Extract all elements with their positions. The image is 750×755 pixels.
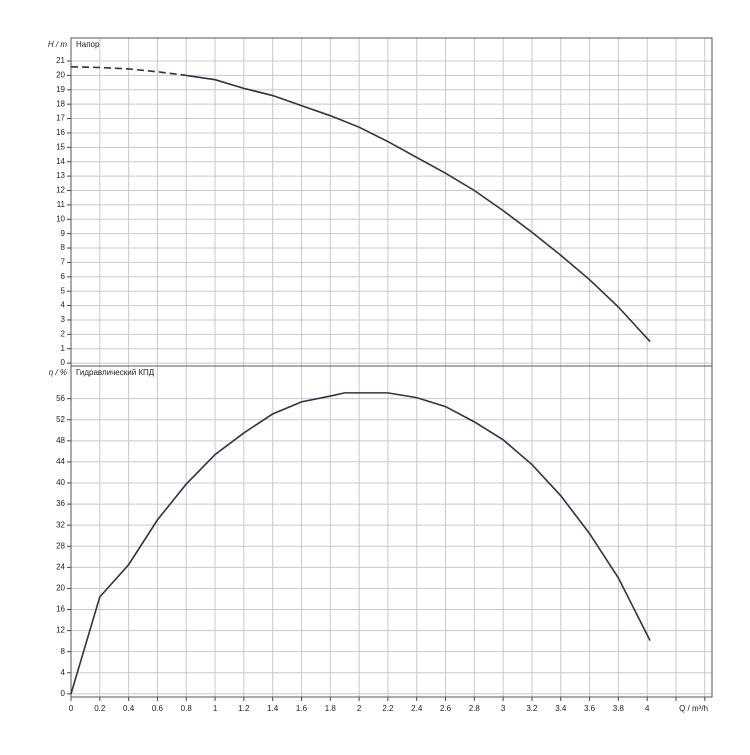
x-tick-label: 0.2 <box>94 704 106 713</box>
x-tick-label: 2 <box>357 704 362 713</box>
x-tick-label: 3 <box>501 704 506 713</box>
x-tick-label: 2.4 <box>411 704 423 713</box>
y-tick-label: 15 <box>56 142 65 151</box>
x-tick-label: 1.8 <box>325 704 337 713</box>
panel-title: Напор <box>76 40 100 49</box>
y-axis-label: H / m <box>48 40 67 49</box>
y-tick-label: 20 <box>56 584 65 593</box>
y-tick-label: 7 <box>61 258 66 267</box>
x-tick-label: 1 <box>213 704 218 713</box>
y-tick-label: 32 <box>56 520 65 529</box>
y-axis-label: η / % <box>49 368 67 377</box>
x-tick-label: 3.4 <box>555 704 567 713</box>
y-tick-label: 52 <box>56 415 65 424</box>
y-tick-label: 10 <box>56 214 65 223</box>
y-tick-label: 56 <box>56 394 65 403</box>
x-tick-label: 2.8 <box>469 704 481 713</box>
y-tick-label: 4 <box>61 301 66 310</box>
x-tick-label: 0 <box>69 704 74 713</box>
x-tick-label: 3.6 <box>584 704 596 713</box>
x-tick-label: 4 <box>645 704 650 713</box>
y-tick-label: 16 <box>56 605 65 614</box>
y-tick-label: 28 <box>56 541 65 550</box>
x-axis-label: Q / m³/h <box>679 704 708 713</box>
y-tick-label: 44 <box>56 457 65 466</box>
y-tick-label: 36 <box>56 499 65 508</box>
x-tick-label: 1.6 <box>296 704 308 713</box>
y-tick-label: 8 <box>61 243 66 252</box>
y-tick-label: 16 <box>56 128 65 137</box>
plot-frame <box>70 365 713 698</box>
x-tick-label: 0.6 <box>152 704 164 713</box>
y-tick-label: 19 <box>56 85 65 94</box>
y-tick-label: 12 <box>56 186 65 195</box>
y-tick-label: 40 <box>56 478 65 487</box>
x-tick-label: 0.8 <box>181 704 193 713</box>
y-tick-label: 14 <box>56 157 65 166</box>
y-tick-label: 4 <box>61 668 66 677</box>
y-tick-label: 18 <box>56 99 65 108</box>
y-tick-label: 3 <box>61 315 66 324</box>
x-tick-label: 0.4 <box>123 704 135 713</box>
x-tick-label: 3.8 <box>613 704 625 713</box>
y-tick-label: 9 <box>61 229 66 238</box>
x-tick-label: 2.2 <box>382 704 394 713</box>
x-tick-label: 1.4 <box>267 704 279 713</box>
y-tick-label: 2 <box>61 329 66 338</box>
y-tick-label: 11 <box>57 200 66 209</box>
y-tick-label: 0 <box>61 689 66 698</box>
y-tick-label: 0 <box>61 358 66 367</box>
x-tick-label: 2.6 <box>440 704 452 713</box>
curve <box>186 74 651 343</box>
panel-title: Гидравлический КПД <box>76 368 155 377</box>
curve <box>70 65 187 77</box>
y-tick-label: 5 <box>61 286 66 295</box>
y-tick-label: 17 <box>56 114 65 123</box>
x-tick-label: 1.2 <box>238 704 250 713</box>
y-tick-label: 12 <box>56 626 65 635</box>
y-tick-label: 21 <box>56 56 65 65</box>
curve <box>70 392 651 695</box>
y-tick-label: 13 <box>56 171 65 180</box>
y-tick-label: 20 <box>56 71 65 80</box>
x-tick-label: 3.2 <box>526 704 538 713</box>
y-tick-label: 1 <box>61 344 66 353</box>
y-tick-label: 48 <box>56 436 65 445</box>
y-tick-label: 8 <box>61 647 66 656</box>
y-tick-label: 24 <box>56 562 65 571</box>
y-tick-label: 6 <box>61 272 66 281</box>
